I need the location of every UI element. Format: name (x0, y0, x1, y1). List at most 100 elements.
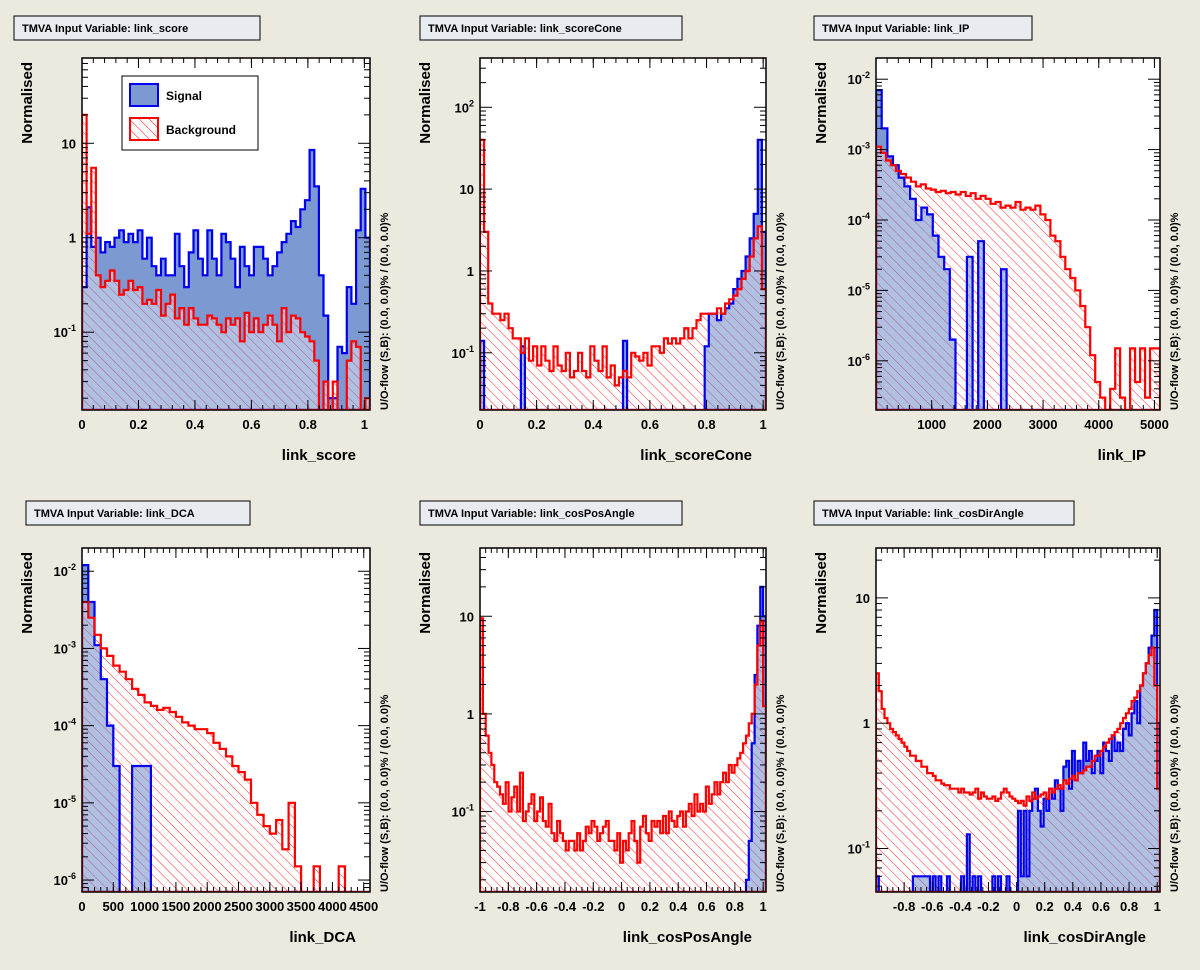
panel-title-box (419, 500, 683, 526)
signal-histogram-tint (876, 610, 1160, 892)
overflow-label: U/O-flow (S,B): (0.0, 0.0)% / (0.0, 0.0)… (775, 694, 787, 892)
x-axis-label: link_cosDirAngle (1023, 929, 1146, 946)
signal-histogram-tint (876, 90, 1160, 410)
y-tick-label: 10-3 (848, 141, 870, 158)
histogram-panel-1: TMVA Input Variable: link_score 0 0.2 0.4 0.… (13, 15, 391, 464)
x-tick-label: 3000 (1029, 417, 1058, 432)
x-tick-label: 1000 (130, 899, 159, 914)
panel-title-box (419, 15, 683, 41)
x-tick-label: 4000 (318, 899, 347, 914)
x-tick-label: 0.4 (186, 417, 205, 432)
x-tick-label: 0.2 (129, 417, 147, 432)
x-tick-label: 5000 (1140, 417, 1169, 432)
x-tick-label: -0.2 (977, 899, 999, 914)
signal-histogram-line (480, 138, 766, 410)
x-tick-label: 1 (361, 417, 368, 432)
x-tick-label: -0.2 (582, 899, 604, 914)
x-tick-label: 0 (78, 899, 85, 914)
background-histogram-line (82, 600, 370, 892)
x-tick-label: 500 (102, 899, 124, 914)
y-axis-label: Normalised (19, 552, 36, 634)
y-tick-label: 1 (69, 231, 76, 246)
x-tick-label: 0.6 (1092, 899, 1110, 914)
x-tick-label: 0.6 (242, 417, 260, 432)
x-tick-label: -0.4 (554, 899, 577, 914)
signal-histogram-line (876, 608, 1160, 892)
y-axis-label: Normalised (813, 552, 830, 634)
y-tick-label: 10 (460, 609, 474, 624)
histogram-panel-4: TMVA Input Variable: link_DCA 0 500 1000 150… (19, 500, 391, 946)
x-tick-label: 0 (476, 417, 483, 432)
x-tick-label: -0.4 (949, 899, 972, 914)
legend: Signal Background (121, 75, 259, 151)
x-tick-label: 0.6 (641, 417, 659, 432)
y-axis-label: Normalised (417, 62, 434, 144)
overflow-label: U/O-flow (S,B): (0.0, 0.0)% / (0.0, 0.0)… (379, 694, 391, 892)
histogram-panel-5: TMVA Input Variable: link_cosPosAngle-1-… (417, 500, 787, 946)
y-tick-label: 10 (62, 136, 76, 151)
background-histogram-line (480, 138, 766, 410)
y-tick-label: 10-6 (848, 352, 870, 369)
panel-title-box (25, 500, 251, 526)
x-tick-label: 0.4 (669, 899, 688, 914)
y-tick-label: 1 (467, 264, 474, 279)
x-tick-label: 0.2 (528, 417, 546, 432)
y-tick-label: 10-1 (54, 323, 76, 340)
x-tick-label: 4500 (349, 899, 378, 914)
legend-signal-swatch (129, 83, 159, 107)
y-axis-label: Normalised (417, 552, 434, 634)
y-tick-label: 1 (863, 716, 870, 731)
legend-background-label: Background (166, 123, 236, 137)
x-tick-label: 2500 (224, 899, 253, 914)
overflow-label: U/O-flow (S,B): (0.0, 0.0)% / (0.0, 0.0)… (379, 212, 391, 410)
x-tick-label: 2000 (193, 899, 222, 914)
x-tick-label: 0 (78, 417, 85, 432)
x-axis-label: link_DCA (289, 929, 356, 946)
y-tick-label: 10 (460, 182, 474, 197)
panel-title: TMVA Input Variable: link_IP (822, 23, 969, 35)
x-tick-label: 0.2 (1036, 899, 1054, 914)
x-tick-label: 0.8 (697, 417, 715, 432)
x-tick-label: 0.2 (641, 899, 659, 914)
x-tick-label: 2000 (973, 417, 1002, 432)
background-histogram-hatch (82, 602, 370, 892)
panel-title-box (813, 500, 1075, 526)
y-axis-label: Normalised (813, 62, 830, 144)
histogram-panel-6: TMVA Input Variable: link_cosDirAngle -0.… (813, 500, 1181, 946)
y-tick-label: 10 (856, 591, 870, 606)
x-tick-label: 3500 (287, 899, 316, 914)
x-tick-label: 4000 (1084, 417, 1113, 432)
background-histogram-line (480, 617, 766, 892)
y-tick-label: 10-6 (54, 871, 76, 888)
overflow-label: U/O-flow (S,B): (0.0, 0.0)% / (0.0, 0.0)… (1169, 212, 1181, 410)
y-tick-label: 10-2 (848, 70, 870, 87)
y-axis-label: Normalised (19, 62, 36, 144)
panel-title: TMVA Input Variable: link_DCA (34, 508, 195, 520)
y-tick-label: 10-3 (54, 639, 76, 656)
x-tick-label: 3000 (255, 899, 284, 914)
x-tick-label: 0.6 (697, 899, 715, 914)
x-tick-label: 0.8 (299, 417, 317, 432)
x-tick-label: -0.8 (893, 899, 915, 914)
background-histogram-line (876, 646, 1160, 892)
x-axis-label: link_scoreCone (640, 447, 752, 464)
y-tick-label: 10-5 (848, 281, 870, 298)
overflow-label: U/O-flow (S,B): (0.0, 0.0)% / (0.0, 0.0)… (1169, 694, 1181, 892)
x-tick-label: 1 (760, 417, 767, 432)
background-histogram-line (876, 145, 1160, 410)
x-tick-label: 0.4 (584, 417, 603, 432)
x-tick-label: 0 (1013, 899, 1020, 914)
x-tick-label: -1 (474, 899, 486, 914)
histogram-panel-3: TMVA Input Variable: link_IP 1000 2000 3000… (813, 15, 1181, 464)
y-tick-label: 10-4 (848, 211, 870, 228)
histogram-panel-2: TMVA Input Variable: link_scoreCone 0 0.2 0… (417, 15, 787, 464)
background-histogram-hatch (480, 139, 766, 410)
x-tick-label: 0.8 (1120, 899, 1138, 914)
y-tick-label: 102 (455, 98, 474, 115)
x-axis-label: link_IP (1098, 447, 1146, 464)
panel-title-box (13, 15, 261, 41)
x-tick-label: 0 (618, 899, 625, 914)
x-tick-label: 0.4 (1064, 899, 1083, 914)
legend-background-swatch (129, 117, 159, 141)
